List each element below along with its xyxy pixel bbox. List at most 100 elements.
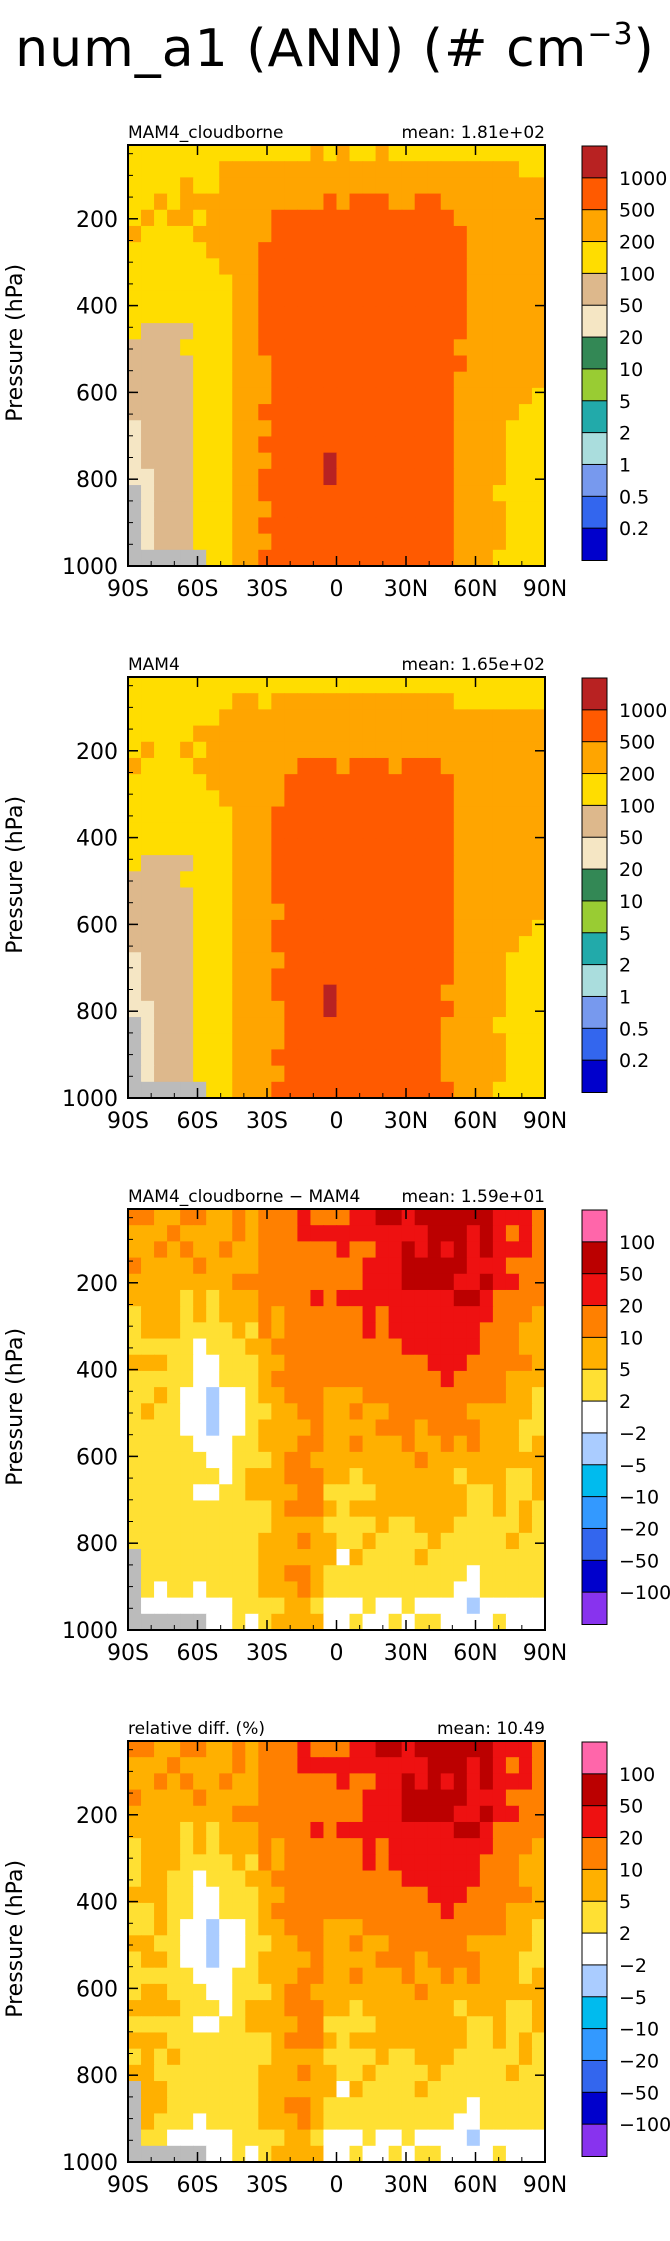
heatmap-cell bbox=[271, 1581, 285, 1599]
y-tick-label: 800 bbox=[76, 1000, 118, 1025]
heatmap-cell bbox=[349, 242, 364, 259]
heatmap-cell bbox=[440, 1838, 455, 1855]
heatmap-cell bbox=[492, 757, 507, 775]
heatmap-cell bbox=[479, 2081, 494, 2098]
heatmap-cell bbox=[479, 774, 494, 791]
heatmap-cell bbox=[414, 1549, 429, 1566]
heatmap-cell bbox=[258, 887, 272, 905]
heatmap-cell bbox=[427, 1532, 442, 1550]
y-tick-label: 600 bbox=[76, 381, 118, 406]
heatmap-cell bbox=[375, 871, 390, 889]
y-tick-label: 800 bbox=[76, 1532, 118, 1557]
heatmap-cell bbox=[414, 1838, 429, 1855]
heatmap-cell bbox=[206, 387, 220, 405]
heatmap-cell bbox=[297, 404, 312, 421]
heatmap-cell bbox=[167, 2129, 181, 2147]
heatmap-cell bbox=[466, 339, 481, 357]
heatmap-cell bbox=[258, 387, 272, 405]
heatmap-cell bbox=[466, 1273, 481, 1291]
heatmap-cell bbox=[505, 1468, 520, 1485]
heatmap-cell bbox=[505, 2016, 520, 2034]
heatmap-cell bbox=[297, 1549, 312, 1566]
heatmap-cell bbox=[232, 1209, 246, 1226]
heatmap-cell bbox=[414, 1789, 429, 1807]
heatmap-cell bbox=[245, 1225, 259, 1242]
heatmap-cell bbox=[349, 1613, 364, 1631]
panel-title: MAM4_cloudborne − MAM4 bbox=[128, 1187, 360, 1207]
heatmap-cell bbox=[297, 1289, 312, 1307]
heatmap-cell bbox=[128, 838, 142, 856]
heatmap-cell bbox=[219, 1338, 233, 1356]
heatmap-cell bbox=[180, 1451, 194, 1469]
heatmap-cell bbox=[427, 790, 442, 808]
heatmap-cell bbox=[388, 1789, 403, 1807]
heatmap-cell bbox=[193, 903, 207, 921]
panel-cloudborne: MAM4_cloudborne mean: 1.81e+02 90S 60S 30S 0 3… bbox=[0, 115, 670, 645]
colorbar-label: 0.2 bbox=[619, 518, 649, 540]
heatmap-cell bbox=[258, 2016, 272, 2034]
heatmap-cell bbox=[206, 1951, 220, 1969]
heatmap-cell bbox=[453, 709, 468, 727]
heatmap-cell bbox=[206, 452, 220, 470]
heatmap-cell bbox=[154, 501, 168, 519]
heatmap-cell bbox=[219, 1209, 233, 1226]
heatmap-cell bbox=[375, 790, 390, 808]
heatmap-cell bbox=[531, 952, 546, 970]
heatmap-cell bbox=[375, 371, 390, 389]
heatmap-cell bbox=[310, 2129, 325, 2147]
heatmap-cell bbox=[193, 452, 207, 470]
heatmap-cell bbox=[271, 1854, 285, 1872]
heatmap-cell bbox=[388, 161, 403, 178]
heatmap-cell bbox=[349, 790, 364, 808]
heatmap-cell bbox=[466, 1049, 481, 1067]
heatmap-cell bbox=[466, 420, 481, 438]
heatmap-cell bbox=[284, 1597, 299, 1615]
heatmap-cell bbox=[479, 725, 494, 743]
heatmap-cell bbox=[141, 177, 155, 195]
heatmap-cell bbox=[167, 2081, 181, 2098]
heatmap-cell bbox=[284, 1581, 299, 1599]
heatmap-cell bbox=[219, 1387, 233, 1404]
heatmap-cell bbox=[141, 1886, 155, 1904]
heatmap-cell bbox=[336, 1919, 351, 1936]
heatmap-cell bbox=[245, 1322, 259, 1340]
heatmap-cell bbox=[271, 225, 285, 243]
heatmap-cell bbox=[167, 1805, 181, 1823]
heatmap-cell bbox=[323, 1854, 338, 1872]
heatmap-cell bbox=[141, 290, 155, 308]
heatmap-cell bbox=[518, 1581, 533, 1599]
heatmap-cell bbox=[141, 193, 155, 211]
colorbar-label: 20 bbox=[619, 859, 643, 881]
heatmap-cell bbox=[232, 1549, 246, 1566]
heatmap-cell bbox=[154, 2145, 168, 2163]
colorbar-swatch bbox=[581, 1336, 608, 1371]
heatmap-cell bbox=[505, 258, 520, 276]
heatmap-cell bbox=[323, 517, 338, 535]
heatmap-cell bbox=[401, 242, 416, 259]
heatmap-cell bbox=[336, 1403, 351, 1421]
heatmap-cell bbox=[362, 225, 377, 243]
heatmap-cell bbox=[466, 1500, 481, 1518]
heatmap-cell bbox=[297, 1854, 312, 1872]
heatmap-cell bbox=[245, 1403, 259, 1421]
heatmap-cell bbox=[336, 2081, 351, 2098]
heatmap-cell bbox=[180, 193, 194, 211]
heatmap-cell bbox=[323, 984, 338, 1002]
heatmap-cell bbox=[284, 501, 299, 519]
heatmap-cell bbox=[492, 2016, 507, 2034]
heatmap-cell bbox=[518, 1468, 533, 1485]
heatmap-cell bbox=[154, 2097, 168, 2115]
heatmap-cell bbox=[219, 806, 233, 824]
heatmap-cell bbox=[388, 1419, 403, 1437]
heatmap-cell bbox=[440, 1306, 455, 1323]
heatmap-cell bbox=[388, 1273, 403, 1291]
heatmap-cell bbox=[310, 355, 325, 373]
heatmap-cell bbox=[310, 533, 325, 551]
heatmap-cell bbox=[427, 1565, 442, 1583]
heatmap-cell bbox=[440, 1017, 455, 1034]
heatmap-cell bbox=[531, 2129, 546, 2147]
heatmap-cell bbox=[505, 1838, 520, 1855]
heatmap-cell bbox=[453, 1500, 468, 1518]
heatmap-cell bbox=[336, 193, 351, 211]
heatmap-cell bbox=[284, 339, 299, 357]
